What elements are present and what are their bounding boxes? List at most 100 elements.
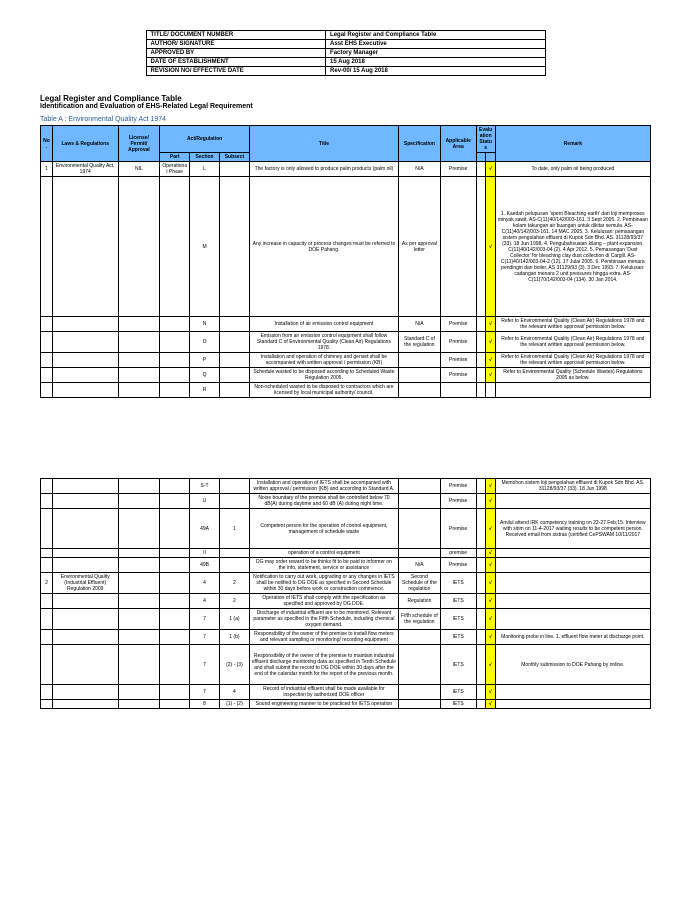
cell: Monthly submission to DOE Pahang by onli… [495, 645, 650, 685]
cell: premise [440, 549, 476, 558]
cell [476, 549, 486, 558]
cell [118, 549, 160, 558]
cell: U [190, 494, 220, 509]
meta-cell: REVISION NO/ EFFECTIVE DATE [146, 67, 326, 76]
cell [52, 494, 118, 509]
cell [399, 630, 441, 645]
cell [219, 162, 249, 177]
register-table-a-cont: S-TInstallation and operation of IETS sh… [40, 478, 651, 709]
page-title: Legal Register and Compliance Table [40, 94, 651, 103]
cell: Premise [440, 332, 476, 353]
cell [399, 509, 441, 549]
table-row: NInstallation of air emission control eq… [41, 317, 651, 332]
col-actreg: Act/Regulation [160, 126, 250, 153]
cell: Regulation [399, 594, 441, 609]
cell: Emission from air emission control equip… [249, 332, 398, 353]
cell: 2 [219, 594, 249, 609]
cell [160, 645, 190, 685]
meta-cell: APPROVED BY [146, 49, 326, 58]
cell: Premise [440, 509, 476, 549]
table-row: MAny increase in capacity or process cha… [41, 177, 651, 317]
col-eval: Evaluation Status [476, 126, 495, 153]
table-row: 42Operation of IETS shall comply with th… [41, 594, 651, 609]
cell [41, 700, 53, 709]
cell [399, 368, 441, 383]
meta-cell: DATE OF ESTABLISHMENT [146, 58, 326, 67]
cell [118, 609, 160, 630]
table-row: 2Environmental Quality (Industrial Efflu… [41, 573, 651, 594]
cell [160, 609, 190, 630]
table-row: 49A1Competent person for the operation o… [41, 509, 651, 549]
cell: Premise [440, 317, 476, 332]
cell: 49A [190, 509, 220, 549]
cell [160, 353, 190, 368]
cell [440, 177, 476, 317]
cell [476, 630, 486, 645]
table-row: 7(2) - (3)Responsibility of the owner of… [41, 645, 651, 685]
cell: 7 [190, 645, 220, 685]
cell [52, 479, 118, 494]
cell: 2 [41, 573, 53, 594]
meta-cell: TITLE/ DOCUMENT NUMBER [146, 31, 326, 40]
cell [41, 558, 53, 573]
meta-row: APPROVED BYFactory Manager [146, 49, 545, 58]
cell: √ [486, 700, 496, 709]
col-law: Laws & Regulations [52, 126, 118, 162]
cell [118, 685, 160, 700]
cell [219, 317, 249, 332]
cell [495, 494, 650, 509]
cell [219, 549, 249, 558]
col-part: Part [160, 153, 190, 162]
cell: Monitoring probe in line. 1. effluent fl… [495, 630, 650, 645]
cell: √ [486, 332, 496, 353]
cell [52, 332, 118, 353]
col-license: License/ Permit/ Approval [118, 126, 160, 162]
cell [219, 332, 249, 353]
cell [52, 645, 118, 685]
cell [399, 549, 441, 558]
cell: IETS [440, 700, 476, 709]
cell: Second Schedule of the regulation [399, 573, 441, 594]
cell: N/A [399, 317, 441, 332]
cell: IETS [440, 645, 476, 685]
cell [52, 353, 118, 368]
cell: Refer to Environmental Quality (Clean Ai… [495, 317, 650, 332]
cell [52, 368, 118, 383]
cell [41, 509, 53, 549]
cell [160, 573, 190, 594]
cell [118, 332, 160, 353]
cell [476, 383, 486, 398]
cell: √ [486, 594, 496, 609]
cell [118, 645, 160, 685]
cell [118, 509, 160, 549]
table-row: 74Record of industrial effluent shall be… [41, 685, 651, 700]
cell: Refer to Environmental Quality (Clean Ai… [495, 332, 650, 353]
col-spec: Specification [399, 126, 441, 162]
cell: 49B [190, 558, 220, 573]
cell [41, 594, 53, 609]
cell [118, 573, 160, 594]
cell [495, 549, 650, 558]
cell [52, 630, 118, 645]
table-row: QSchedule wasted to be disposed accordin… [41, 368, 651, 383]
table-row: 1Environmental Quality Act, 1974NILOpera… [41, 162, 651, 177]
cell: IETS [440, 609, 476, 630]
cell [118, 368, 160, 383]
cell [160, 368, 190, 383]
cell [476, 685, 486, 700]
cell [219, 368, 249, 383]
cell: 4 [190, 594, 220, 609]
cell: Discharge of industrial effluent are to … [249, 609, 398, 630]
cell: √ [486, 177, 496, 317]
cell: II [190, 549, 220, 558]
cell [399, 700, 441, 709]
table-a-label: Table A : Environmental Quality Act 1974 [40, 116, 651, 123]
cell [219, 383, 249, 398]
cell: DG may order reward to be thinks fit to … [249, 558, 398, 573]
cell [476, 353, 486, 368]
cell [160, 383, 190, 398]
cell [118, 630, 160, 645]
table-row: 71 (b)Responsibility of the owner of the… [41, 630, 651, 645]
cell [476, 594, 486, 609]
cell: Premise [440, 558, 476, 573]
